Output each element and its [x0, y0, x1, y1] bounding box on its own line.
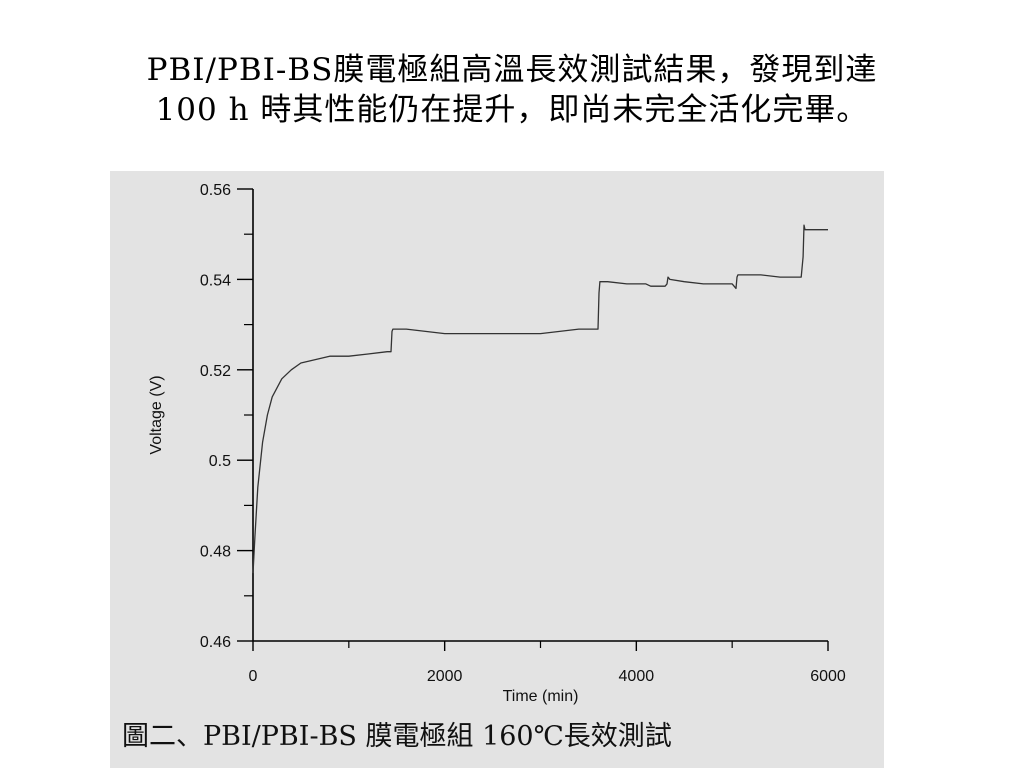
y-tick-label: 0.56	[200, 182, 231, 199]
y-tick-label: 0.54	[200, 272, 231, 289]
y-tick-label: 0.52	[200, 363, 231, 380]
figure-panel: 0.46 0.48 0.5 0.52 0.54 0.56 0 2000 4000 6000 Time…	[110, 171, 884, 768]
y-tick-label: 0.48	[200, 544, 231, 561]
y-tick-label: 0.5	[209, 453, 231, 470]
x-axis-title: Time (min)	[503, 688, 579, 705]
x-tick-label: 2000	[427, 668, 463, 685]
x-tick-label: 4000	[619, 668, 655, 685]
y-axis-title: Voltage (V)	[148, 375, 165, 454]
x-tick-label: 0	[249, 668, 258, 685]
slide-title: PBI/PBI-BS膜電極組高溫長效測試結果，發現到達 100 h 時其性能仍在…	[40, 50, 984, 130]
slide-title-line-1: PBI/PBI-BS膜電極組高溫長效測試結果，發現到達	[146, 52, 878, 88]
figure-caption: 圖二、PBI/PBI-BS 膜電極組 160℃長效測試	[122, 721, 672, 752]
y-tick-label: 0.46	[200, 634, 231, 651]
slide-title-line-2: 100 h 時其性能仍在提升，即尚未完全活化完畢。	[155, 92, 869, 128]
voltage-time-chart: 0.46 0.48 0.5 0.52 0.54 0.56 0 2000 4000 6000 Time…	[148, 182, 846, 705]
x-tick-label: 6000	[810, 668, 846, 685]
series-line-0	[252, 224, 828, 574]
